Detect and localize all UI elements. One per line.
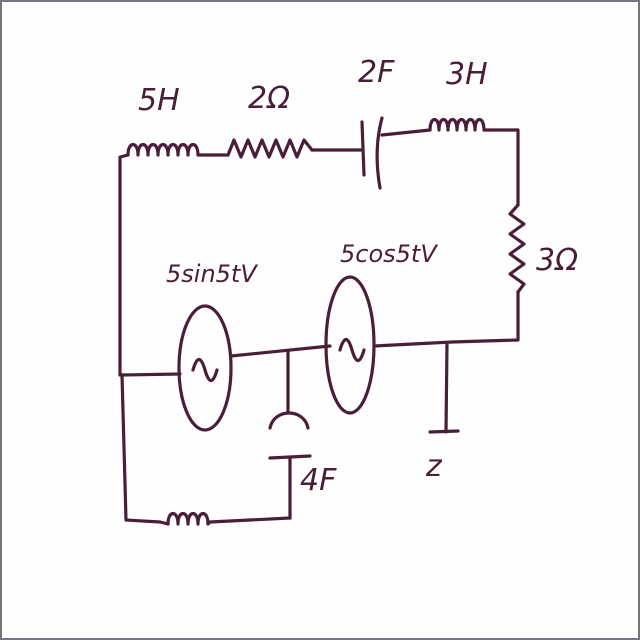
label-inductor-l1: 5H [138,83,180,118]
inductor-l2 [428,117,490,132]
source-v1-circle [177,304,233,432]
terminal-z-stub [444,342,449,434]
resistor-r2 [508,203,526,294]
inductor-l3 [166,511,292,526]
label-capacitor-c1: 2F [358,55,395,90]
label-source-v1: 5sin5tV [166,260,258,288]
resistor-r1 [226,138,314,159]
inductor-l1 [126,142,212,157]
source-v2-tilde [338,337,366,363]
label-source-v2: 5cos5tV [340,240,438,268]
label-terminal-z: z [425,449,443,484]
label-resistor-r2: 3Ω [536,243,578,278]
capacitor-c2-plate-top [268,411,310,430]
wire-bottom-left [120,373,170,526]
source-v1-tilde [191,357,219,383]
label-capacitor-c2: 4F [300,463,337,498]
wire-mid-left [120,372,182,377]
wire-right-down [450,290,520,344]
wire-l2-right [486,128,520,207]
wire-v1-v2 [229,344,332,358]
wire-v2-right [372,340,454,348]
label-inductor-l2: 3H [446,57,488,92]
capacitor-c1-plate-right [375,116,384,190]
wire-top-left-corner [118,153,130,377]
label-resistor-r1: 2Ω [248,81,290,116]
terminal-z-bar [428,429,460,434]
capacitor-c1-plate-left [360,120,366,177]
wire-c1-l2 [380,128,432,137]
